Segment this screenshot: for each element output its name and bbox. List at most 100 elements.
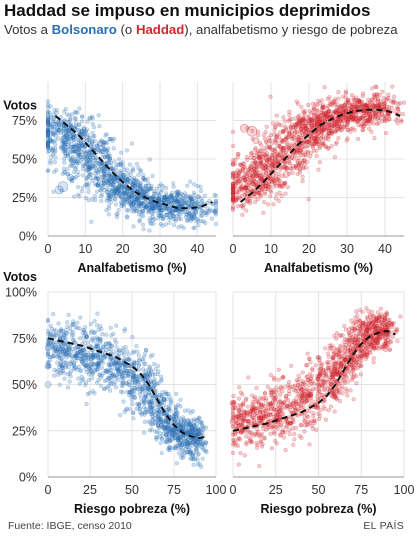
data-point [115,189,120,195]
data-point [175,191,180,196]
x-tick-label: 0 [45,483,52,497]
data-point [196,222,201,228]
data-point [332,155,337,160]
data-point [74,158,79,164]
data-point [252,195,258,200]
data-point [314,405,320,410]
data-point [236,407,242,412]
data-point [68,123,73,128]
data-point [104,148,110,154]
data-point [254,173,260,179]
data-point [275,406,280,412]
data-point [246,418,251,423]
data-point [270,423,275,429]
data-point [51,132,56,138]
data-point [102,140,107,145]
data-point [53,129,59,134]
data-point [283,447,288,453]
data-point [141,204,147,209]
data-point [290,170,295,176]
data-point [85,137,90,142]
data-point [243,191,248,196]
data-point [306,129,312,134]
data-point [149,427,154,432]
data-point [362,103,368,108]
data-point [343,114,348,120]
data-point [68,136,73,141]
data-point [376,104,381,109]
data-point [288,421,293,426]
data-point [141,362,147,367]
data-point [83,129,88,134]
data-point [50,148,55,153]
data-point [178,445,183,450]
data-point [134,205,140,210]
outlier-point [54,185,64,195]
data-point [71,132,76,137]
data-point [183,434,188,439]
data-point [292,431,297,437]
data-point [45,134,51,139]
data-point [106,171,111,176]
data-point [160,431,166,436]
data-point [66,140,72,145]
data-point [188,213,193,218]
data-point [110,176,115,182]
data-point [163,191,169,196]
x-axis-label: Analfabetismo (%) [264,261,373,275]
data-point [245,411,250,416]
data-point [263,427,269,432]
data-point [118,389,124,394]
data-point [65,320,70,325]
data-point [253,146,258,151]
data-point [176,451,182,456]
data-point [386,92,391,97]
data-point [61,135,67,140]
data-point [104,198,109,203]
data-point [45,132,51,137]
data-point [58,144,64,150]
outlier-point [282,171,290,178]
data-point [270,395,275,400]
data-point [371,102,376,108]
data-point [192,417,197,422]
data-point [52,124,57,129]
outlier-point [252,137,260,144]
data-point [121,352,127,357]
data-point [213,212,219,217]
data-point [92,319,97,324]
data-point [84,159,90,164]
data-point [268,94,273,99]
data-point [107,380,113,386]
data-point [326,145,331,151]
data-point [45,128,51,133]
data-point [261,133,267,138]
data-point [45,117,51,122]
data-point [399,118,404,123]
data-point [74,160,80,165]
data-point [184,444,189,449]
data-point [79,132,84,137]
data-point [176,402,181,408]
data-point [88,116,93,121]
data-point [174,391,179,396]
data-point [109,343,114,349]
data-point [51,373,57,378]
data-point [296,399,301,404]
data-point [62,142,67,148]
data-point [45,127,51,133]
data-point [91,361,96,366]
data-point [63,134,68,139]
data-point [121,164,126,169]
data-point [181,453,186,458]
data-point [202,193,208,198]
data-point [151,206,156,212]
data-point [106,151,111,156]
data-point [108,137,113,142]
data-point [56,321,61,326]
data-point [287,131,292,136]
data-point [290,426,295,431]
data-point [195,432,200,437]
data-point [172,411,177,417]
